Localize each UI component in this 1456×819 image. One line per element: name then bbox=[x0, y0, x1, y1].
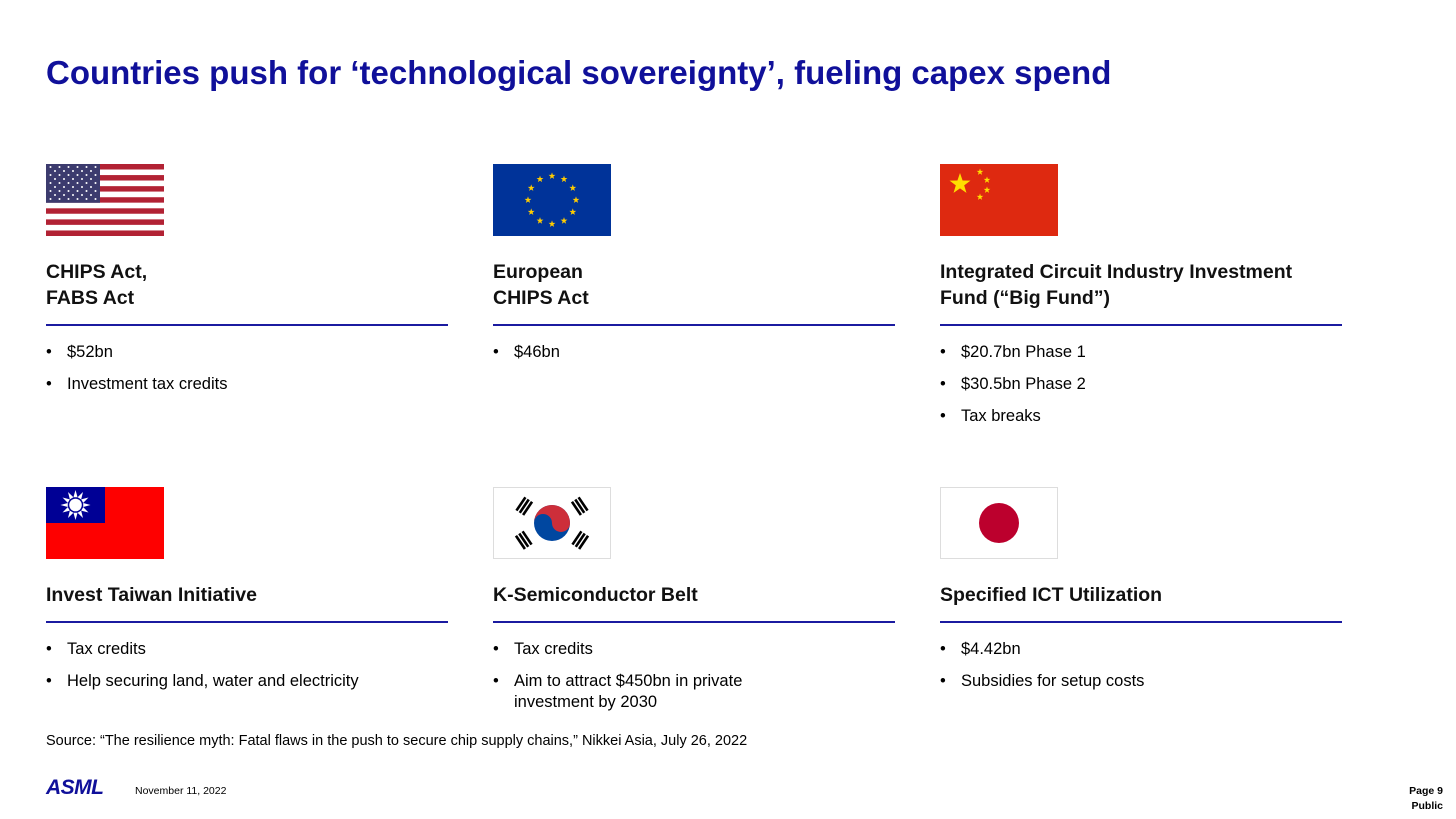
program-card: European CHIPS Act $46bn bbox=[493, 164, 896, 374]
card-heading: K-Semiconductor Belt bbox=[493, 582, 896, 608]
logo: ASML bbox=[46, 776, 104, 799]
bullet: Tax credits bbox=[493, 639, 814, 660]
flag bbox=[46, 487, 164, 559]
bullet-list: Tax credits Aim to attract $450bn in priv… bbox=[493, 639, 896, 713]
divider bbox=[493, 621, 895, 623]
divider bbox=[46, 621, 448, 623]
heading-line: Specified ICT Utilization bbox=[940, 584, 1163, 606]
bullet-list: $52bn Investment tax credits bbox=[46, 342, 449, 395]
bullet-list: $20.7bn Phase 1 $30.5bn Phase 2 Tax breaks bbox=[940, 342, 1343, 427]
flag bbox=[493, 487, 611, 559]
card-heading: European CHIPS Act bbox=[493, 259, 896, 311]
program-card: CHIPS Act, FABS Act $52bn Investment tax cr… bbox=[46, 164, 449, 406]
flag bbox=[940, 164, 1058, 236]
bullet-list: Tax credits Help securing land, water and… bbox=[46, 639, 449, 692]
bullet-list: $46bn bbox=[493, 342, 896, 363]
heading-line: CHIPS Act, bbox=[46, 261, 148, 283]
bullet: $46bn bbox=[493, 342, 814, 363]
bullet: Subsidies for setup costs bbox=[940, 671, 1261, 692]
program-card: Specified ICT Utilization $4.42bn Subsidie… bbox=[940, 487, 1343, 703]
bullet: Tax breaks bbox=[940, 406, 1261, 427]
card-heading: Invest Taiwan Initiative bbox=[46, 582, 449, 608]
slide-title: Countries push for ‘technological sovere… bbox=[46, 54, 1112, 91]
heading-line: Integrated Circuit Industry Investment bbox=[940, 261, 1293, 283]
bullet: Tax credits bbox=[46, 639, 367, 660]
heading-line: FABS Act bbox=[46, 287, 135, 309]
flag bbox=[493, 164, 611, 236]
heading-line: Invest Taiwan Initiative bbox=[46, 584, 257, 606]
program-card: Invest Taiwan Initiative Tax credits Help … bbox=[46, 487, 449, 703]
heading-line: Fund (“Big Fund”) bbox=[940, 287, 1111, 309]
program-card: Integrated Circuit Industry Investment Fu… bbox=[940, 164, 1343, 438]
heading-line: European bbox=[493, 261, 583, 283]
bullet: $30.5bn Phase 2 bbox=[940, 374, 1261, 395]
divider bbox=[493, 324, 895, 326]
bullet: $52bn bbox=[46, 342, 367, 363]
bullet: $20.7bn Phase 1 bbox=[940, 342, 1261, 363]
divider bbox=[940, 621, 1342, 623]
source-note: Source: “The resilience myth: Fatal flaw… bbox=[46, 733, 748, 749]
heading-line: CHIPS Act bbox=[493, 287, 589, 309]
bullet-list: $4.42bn Subsidies for setup costs bbox=[940, 639, 1343, 692]
flag bbox=[46, 164, 164, 236]
flag bbox=[940, 487, 1058, 559]
bullet: $4.42bn bbox=[940, 639, 1261, 660]
date: November 11, 2022 bbox=[135, 785, 227, 797]
bullet: Help securing land, water and electricit… bbox=[46, 671, 367, 692]
card-heading: Specified ICT Utilization bbox=[940, 582, 1343, 608]
divider bbox=[46, 324, 448, 326]
page-number: Page 9 bbox=[1409, 785, 1443, 797]
classification: Public bbox=[1411, 800, 1443, 812]
bullet: Investment tax credits bbox=[46, 374, 367, 395]
heading-line: K-Semiconductor Belt bbox=[493, 584, 698, 606]
program-card: K-Semiconductor Belt Tax credits Aim to at… bbox=[493, 487, 896, 724]
card-heading: CHIPS Act, FABS Act bbox=[46, 259, 449, 311]
bullet: Aim to attract $450bn in private investm… bbox=[493, 671, 814, 713]
divider bbox=[940, 324, 1342, 326]
card-heading: Integrated Circuit Industry Investment Fu… bbox=[940, 259, 1343, 311]
